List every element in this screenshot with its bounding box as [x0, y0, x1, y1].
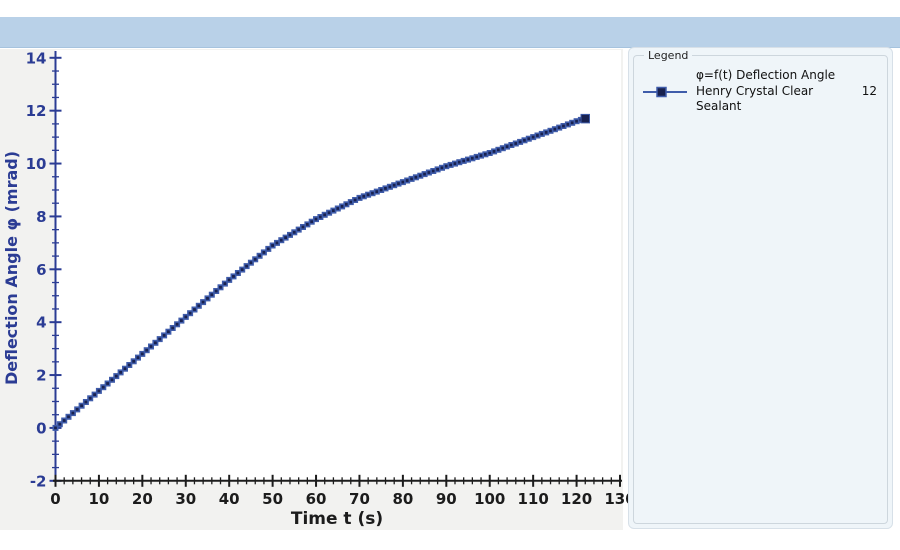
y-tick-label: 0 [36, 419, 46, 437]
data-point-marker[interactable] [256, 252, 263, 259]
data-point-marker[interactable] [182, 313, 189, 320]
y-axis-title: Deflection Angle φ (mrad) [2, 151, 21, 385]
x-tick-label: 0 [50, 490, 60, 508]
data-point-marker[interactable] [87, 395, 94, 402]
y-tick-label: 10 [26, 155, 47, 173]
data-point-marker[interactable] [78, 402, 85, 409]
data-point-marker[interactable] [74, 406, 81, 413]
x-tick-label: 60 [306, 490, 327, 508]
x-tick-label: 100 [474, 490, 505, 508]
data-point-marker[interactable] [234, 269, 241, 276]
data-point-marker[interactable] [156, 336, 163, 343]
plot-area [55, 50, 621, 480]
data-point-marker[interactable] [208, 291, 215, 298]
data-point-marker-last[interactable] [580, 113, 590, 124]
y-tick-label: 12 [26, 102, 47, 120]
y-tick-label: 4 [36, 314, 46, 332]
data-point-marker[interactable] [265, 245, 272, 252]
data-point-marker[interactable] [187, 310, 194, 317]
data-point-marker[interactable] [52, 424, 59, 431]
data-point-marker[interactable] [95, 387, 102, 394]
data-point-marker[interactable] [239, 266, 246, 273]
x-tick-label: 130 [604, 490, 635, 508]
x-tick-label: 40 [219, 490, 240, 508]
legend-series-value: 12 [861, 83, 877, 98]
x-tick-label: 120 [561, 490, 592, 508]
data-point-marker[interactable] [169, 324, 176, 331]
data-point-marker[interactable] [104, 380, 111, 387]
data-point-marker[interactable] [91, 391, 98, 398]
x-tick-label: 90 [436, 490, 457, 508]
data-point-marker[interactable] [217, 284, 224, 291]
data-point-marker[interactable] [152, 339, 159, 346]
data-point-marker[interactable] [252, 256, 259, 263]
legend-title: Legend [648, 49, 689, 62]
y-tick-label: -2 [30, 472, 47, 490]
legend-panel: Legend φ=f(t) Deflection Angle Henry Cry… [628, 47, 893, 529]
data-point-marker[interactable] [174, 321, 181, 328]
x-tick-label: 110 [517, 490, 548, 508]
data-point-marker[interactable] [204, 295, 211, 302]
x-tick-label: 20 [132, 490, 153, 508]
data-point-marker[interactable] [230, 273, 237, 280]
data-point-marker[interactable] [126, 361, 133, 368]
data-point-marker[interactable] [82, 398, 89, 405]
data-point-marker[interactable] [191, 306, 198, 313]
y-tick-label: 14 [26, 49, 47, 67]
data-point-marker[interactable] [100, 384, 107, 391]
data-point-marker[interactable] [65, 413, 72, 420]
data-point-marker[interactable] [143, 347, 150, 354]
data-point-marker[interactable] [109, 376, 116, 383]
data-point-marker[interactable] [221, 280, 228, 287]
data-series[interactable] [52, 113, 590, 431]
legend-series-line2: Henry Crystal Clear Sealant [696, 83, 814, 114]
data-point-marker[interactable] [130, 358, 137, 365]
data-point-marker[interactable] [178, 317, 185, 324]
data-point-marker[interactable] [200, 299, 207, 306]
x-tick-label: 10 [88, 490, 109, 508]
x-tick-label: 30 [175, 490, 196, 508]
data-point-marker[interactable] [161, 332, 168, 339]
x-axis: 0 10 20 30 40 50 60 70 80 90 100 110 120 130 [50, 474, 636, 508]
y-axis: -2 0 2 4 6 8 10 12 14 [26, 49, 62, 490]
y-tick-label: 8 [36, 208, 46, 226]
top-toolbar [0, 17, 900, 48]
data-point-marker[interactable] [139, 350, 146, 357]
x-axis-title: Time t (s) [291, 509, 383, 529]
data-point-marker[interactable] [113, 373, 120, 380]
data-point-marker[interactable] [247, 259, 254, 266]
data-point-marker[interactable] [195, 302, 202, 309]
y-tick-label: 6 [36, 261, 46, 279]
data-point-marker[interactable] [148, 343, 155, 350]
x-tick-label: 80 [392, 490, 413, 508]
legend-entry[interactable]: φ=f(t) Deflection Angle Henry Crystal Cl… [642, 68, 879, 115]
data-point-marker[interactable] [69, 410, 76, 417]
data-point-marker[interactable] [135, 354, 142, 361]
data-point-marker[interactable] [122, 365, 129, 372]
x-tick-label: 70 [349, 490, 370, 508]
data-point-marker[interactable] [61, 417, 68, 424]
data-point-marker[interactable] [260, 249, 267, 256]
data-point-marker[interactable] [243, 263, 250, 270]
y-tick-label: 2 [36, 367, 46, 385]
x-tick-label: 50 [262, 490, 283, 508]
legend-series-line1: φ=f(t) Deflection Angle [696, 68, 836, 82]
data-point-marker[interactable] [117, 369, 124, 376]
legend-groupbox: Legend φ=f(t) Deflection Angle Henry Cry… [633, 49, 888, 524]
series-marker-icon [643, 87, 687, 98]
data-point-marker[interactable] [213, 287, 220, 294]
data-point-marker[interactable] [56, 421, 63, 428]
data-point-marker[interactable] [165, 328, 172, 335]
data-point-marker[interactable] [226, 276, 233, 283]
